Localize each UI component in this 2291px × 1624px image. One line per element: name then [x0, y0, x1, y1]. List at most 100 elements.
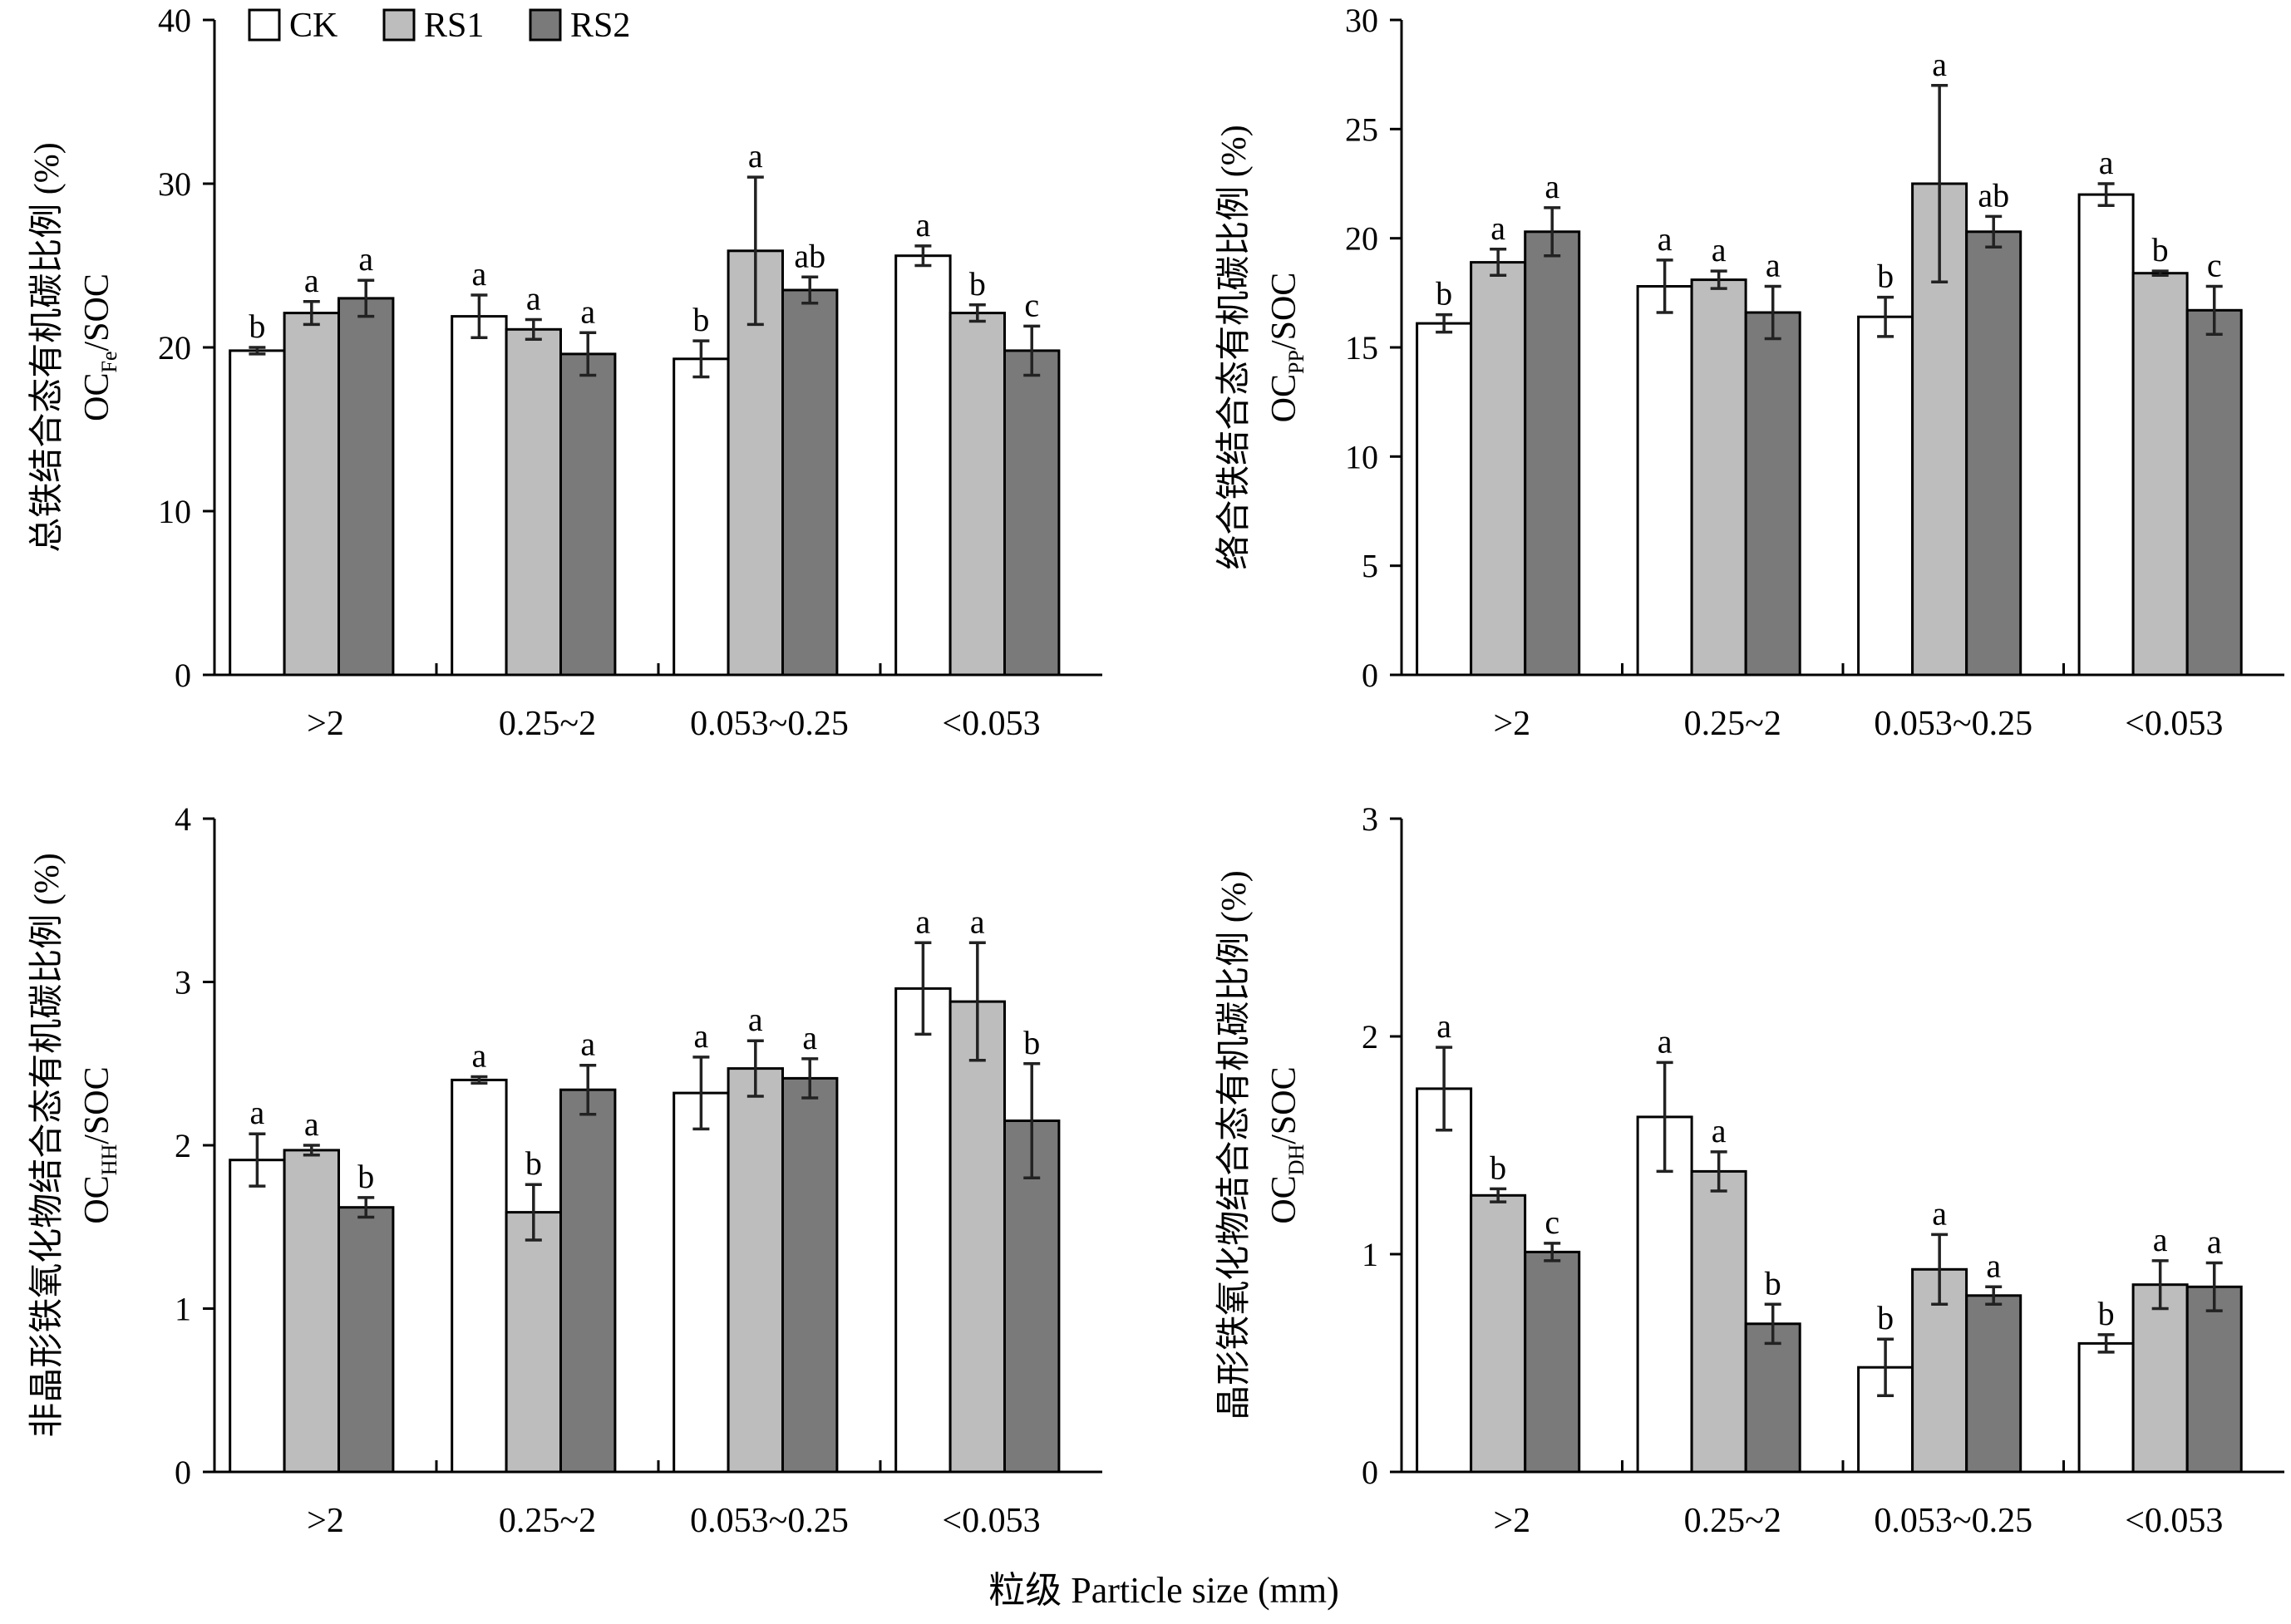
significance-label: c — [1545, 1203, 1559, 1241]
y-axis-sublabel-tail: /SOC — [78, 1066, 116, 1144]
y-tick-label: 40 — [158, 2, 191, 39]
bar-CK-3 — [673, 1091, 730, 1474]
y-axis-sublabel-tail: /SOC — [1265, 273, 1303, 350]
significance-label: b — [2152, 231, 2169, 268]
bar-RS2-3 — [781, 288, 839, 677]
y-axis-sublabel-base: OC — [1265, 1175, 1303, 1223]
bar-CK-4 — [894, 254, 952, 677]
bar-CK-1 — [229, 349, 286, 677]
significance-label: b — [1023, 1024, 1040, 1061]
bar-RS2-2 — [559, 352, 617, 677]
y-axis-sublabel: OCHH/SOC — [78, 1066, 121, 1223]
significance-label: a — [1658, 220, 1673, 258]
significance-label: a — [970, 903, 985, 940]
bar-CK-2 — [1636, 285, 1693, 677]
y-tick-label: 30 — [158, 165, 191, 203]
bar-RS2-4 — [2185, 308, 2243, 677]
category-label: 0.25~2 — [1684, 1502, 1781, 1540]
legend-swatch-RS2 — [529, 8, 562, 42]
significance-label: a — [580, 293, 595, 330]
bar-RS1-4 — [948, 1000, 1006, 1474]
category-label: <0.053 — [2125, 705, 2223, 743]
bar-RS2-3 — [1965, 1294, 2022, 1474]
category-label: <0.053 — [942, 705, 1040, 743]
legend: CK RS1 RS2 — [248, 7, 630, 45]
y-axis-sublabel-subscript: PP — [1284, 350, 1308, 374]
y-axis-label: 晶形铁氧化物结合态有机碳比例 (%) — [1215, 870, 1254, 1420]
significance-label: a — [304, 262, 319, 299]
category-label: 0.053~0.25 — [1874, 1502, 2032, 1540]
y-tick-label: 4 — [175, 800, 191, 838]
bar-CK-3 — [1857, 315, 1914, 677]
bar-CK-3 — [673, 357, 730, 677]
significance-label: b — [692, 301, 709, 338]
panels: baa>2aa a0.25~2baab0.053~0.25abc<0.053010… — [28, 2, 2284, 1540]
bar-RS1-4 — [948, 312, 1006, 677]
y-axis-sublabel: OCPP/SOC — [1265, 273, 1308, 423]
significance-label: a — [916, 206, 931, 244]
significance-label: ab — [794, 237, 825, 274]
y-tick-label: 0 — [175, 657, 191, 694]
bar-RS2-3 — [1965, 230, 2022, 677]
bar-RS2-1 — [337, 1206, 395, 1474]
significance-label: b — [357, 1158, 374, 1195]
category-label: 0.053~0.25 — [690, 1502, 849, 1540]
y-axis-label: 非晶形铁氧化物结合态有机碳比例 (%) — [28, 853, 67, 1437]
legend-label-RS1: RS1 — [424, 7, 484, 45]
bar-CK-4 — [2077, 193, 2135, 677]
bar-RS1-4 — [2131, 1283, 2189, 1474]
bar-CK-2 — [451, 315, 508, 677]
significance-label: ab — [1978, 176, 2009, 214]
significance-label: a — [1712, 1112, 1727, 1149]
panel-3: a a b >2 a b a 0.25~2 a a a 0.053~0.25 a a b <0.053 0 1 2 3… — [28, 800, 1102, 1540]
y-tick-label: 3 — [175, 964, 191, 1001]
y-axis-sublabel-subscript: Fe — [97, 352, 121, 373]
significance-label: a — [472, 255, 487, 293]
significance-label: a — [694, 1017, 709, 1055]
y-tick-label: 1 — [175, 1291, 191, 1328]
significance-label: b — [1877, 1299, 1894, 1336]
significance-label: a — [526, 280, 541, 317]
bar-RS2-1 — [1524, 1250, 1581, 1474]
significance-label: a — [748, 1001, 763, 1038]
x-axis-title: 粒级 Particle size (mm) — [988, 1570, 1339, 1611]
significance-label: b — [1490, 1149, 1506, 1186]
bar-RS2-2 — [1744, 311, 1801, 677]
bar-CK-2 — [1636, 1115, 1693, 1474]
category-label: 0.053~0.25 — [690, 705, 849, 743]
significance-label: a — [250, 1094, 265, 1131]
bar-CK-1 — [229, 1159, 286, 1474]
bar-RS1-1 — [283, 1149, 341, 1474]
significance-label: a — [1986, 1247, 2001, 1284]
significance-label: a — [802, 1019, 817, 1056]
significance-label: a — [1658, 1022, 1673, 1060]
significance-label: a — [358, 240, 373, 278]
bar-CK-4 — [894, 987, 952, 1474]
significance-label: a — [1766, 247, 1781, 284]
category-label: <0.053 — [2125, 1502, 2223, 1540]
legend-label-CK: CK — [289, 7, 337, 45]
bar-RS1-2 — [1690, 278, 1747, 677]
category-label: >2 — [1493, 705, 1530, 743]
bar-RS2-2 — [559, 1088, 617, 1474]
significance-label: a — [1932, 1194, 1947, 1232]
y-axis-sublabel-tail: /SOC — [1265, 1066, 1303, 1144]
category-label: >2 — [307, 705, 344, 743]
significance-label: c — [1024, 286, 1039, 323]
bar-CK-2 — [451, 1078, 508, 1474]
y-axis-sublabel-base: OC — [78, 373, 116, 421]
significance-label: a — [580, 1026, 595, 1063]
significance-label: b — [249, 308, 265, 345]
bar-RS1-3 — [727, 1067, 784, 1474]
y-tick-label: 2 — [1362, 1018, 1378, 1056]
significance-label: a — [2207, 1223, 2222, 1261]
y-axis-sublabel-base: OC — [78, 1175, 116, 1223]
y-axis-sublabel: OCFe/SOC — [78, 273, 121, 421]
y-axis-sublabel-tail: /SOC — [78, 273, 116, 351]
panel-4: a b c >2 a a b 0.25~2 b a a 0.053~0.25 b a a <0.053 0 1 2 3… — [1215, 800, 2284, 1540]
legend-swatch-RS1 — [382, 8, 416, 42]
significance-label: a — [1436, 1007, 1451, 1045]
bar-RS1-1 — [1470, 1193, 1527, 1474]
